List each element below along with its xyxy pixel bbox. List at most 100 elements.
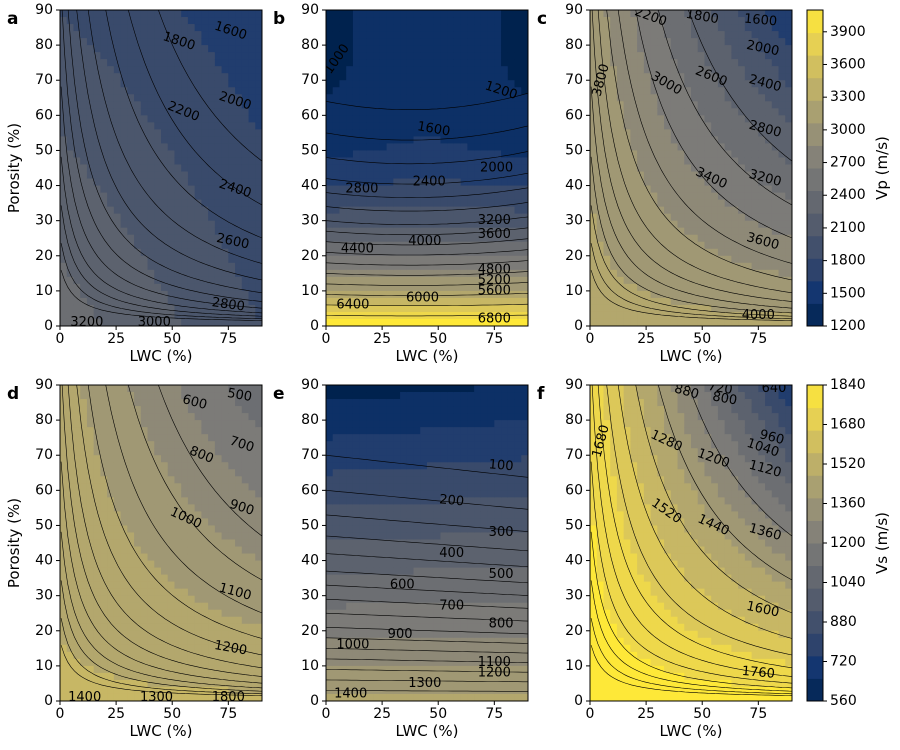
field-cell	[637, 129, 645, 137]
field-cell	[332, 66, 341, 74]
field-cell	[66, 658, 75, 667]
field-cell	[494, 318, 502, 326]
field-cell	[255, 171, 262, 180]
field-cell	[147, 311, 155, 320]
field-cell	[616, 108, 625, 116]
field-cell	[480, 59, 489, 67]
field-cell	[346, 73, 354, 81]
field-cell	[596, 101, 605, 109]
field-cell	[704, 192, 712, 201]
field-cell	[120, 406, 128, 414]
field-cell	[93, 283, 101, 292]
field-cell	[514, 143, 522, 152]
field-cell	[691, 45, 699, 53]
field-cell	[738, 94, 746, 102]
field-cell	[352, 31, 361, 39]
field-cell	[501, 192, 509, 201]
field-cell	[214, 220, 223, 229]
field-cell	[603, 38, 611, 46]
field-cell	[711, 31, 719, 39]
field-cell	[248, 24, 256, 32]
field-cell	[420, 178, 428, 187]
field-cell	[120, 427, 128, 435]
field-cell	[326, 17, 334, 25]
field-cell	[413, 318, 421, 326]
field-cell	[751, 164, 759, 173]
field-cell	[724, 122, 732, 130]
field-cell	[393, 66, 401, 74]
field-cell	[194, 276, 202, 285]
field-cell	[228, 192, 236, 201]
field-cell	[447, 248, 455, 257]
field-cell	[80, 185, 88, 194]
field-cell	[147, 399, 155, 407]
field-cell	[373, 241, 381, 250]
field-cell	[161, 255, 169, 264]
field-cell	[140, 45, 149, 53]
field-cell	[657, 220, 665, 229]
field-cell	[80, 213, 88, 222]
field-cell	[248, 136, 256, 145]
field-cell	[507, 122, 516, 130]
field-cell	[467, 136, 475, 145]
field-cell	[433, 157, 442, 166]
field-cell	[161, 532, 169, 541]
field-cell	[161, 213, 169, 222]
field-cell	[447, 283, 455, 292]
field-cell	[80, 171, 88, 180]
field-cell	[228, 143, 236, 152]
field-cell	[738, 227, 746, 236]
field-cell	[140, 518, 149, 527]
field-cell	[352, 234, 361, 243]
field-cell	[447, 185, 455, 194]
field-cell	[670, 10, 679, 18]
field-cell	[161, 490, 169, 498]
field-cell	[771, 52, 780, 60]
field-cell	[393, 248, 401, 257]
field-cell	[751, 318, 759, 326]
field-cell	[590, 318, 598, 326]
field-cell	[684, 262, 692, 271]
field-cell	[214, 311, 223, 320]
field-cell	[677, 59, 685, 67]
field-cell	[66, 66, 75, 74]
field-cell	[393, 290, 401, 299]
contour-line	[60, 86, 262, 309]
field-cell	[765, 318, 773, 326]
field-cell	[717, 234, 726, 243]
field-cell	[147, 637, 155, 646]
field-cell	[194, 45, 202, 53]
field-cell	[623, 73, 631, 81]
field-cell	[100, 651, 108, 660]
field-cell	[352, 115, 361, 123]
field-cell	[731, 24, 739, 32]
field-cell	[248, 318, 256, 326]
field-cell	[332, 10, 341, 18]
field-cell	[501, 101, 509, 109]
field-cell	[127, 248, 135, 257]
field-cell	[154, 178, 162, 187]
field-cell	[480, 122, 489, 130]
field-cell	[66, 665, 75, 674]
field-cell	[167, 595, 176, 604]
contour-label: 4400	[341, 241, 374, 256]
field-cell	[724, 283, 732, 292]
field-cell	[590, 73, 598, 81]
field-cell	[187, 311, 196, 320]
field-cell	[140, 553, 149, 562]
field-cell	[80, 644, 88, 653]
field-cell	[100, 413, 108, 421]
field-cell	[66, 686, 75, 695]
field-cell	[623, 150, 631, 159]
field-cell	[127, 283, 135, 292]
field-cell	[147, 241, 155, 250]
field-cell	[514, 10, 522, 18]
field-cell	[100, 511, 108, 520]
field-cell	[704, 80, 712, 88]
field-cell	[373, 199, 381, 208]
field-cell	[120, 227, 128, 236]
field-cell	[664, 122, 672, 130]
field-cell	[73, 588, 81, 597]
field-cell	[704, 311, 712, 320]
field-cell	[487, 220, 495, 229]
